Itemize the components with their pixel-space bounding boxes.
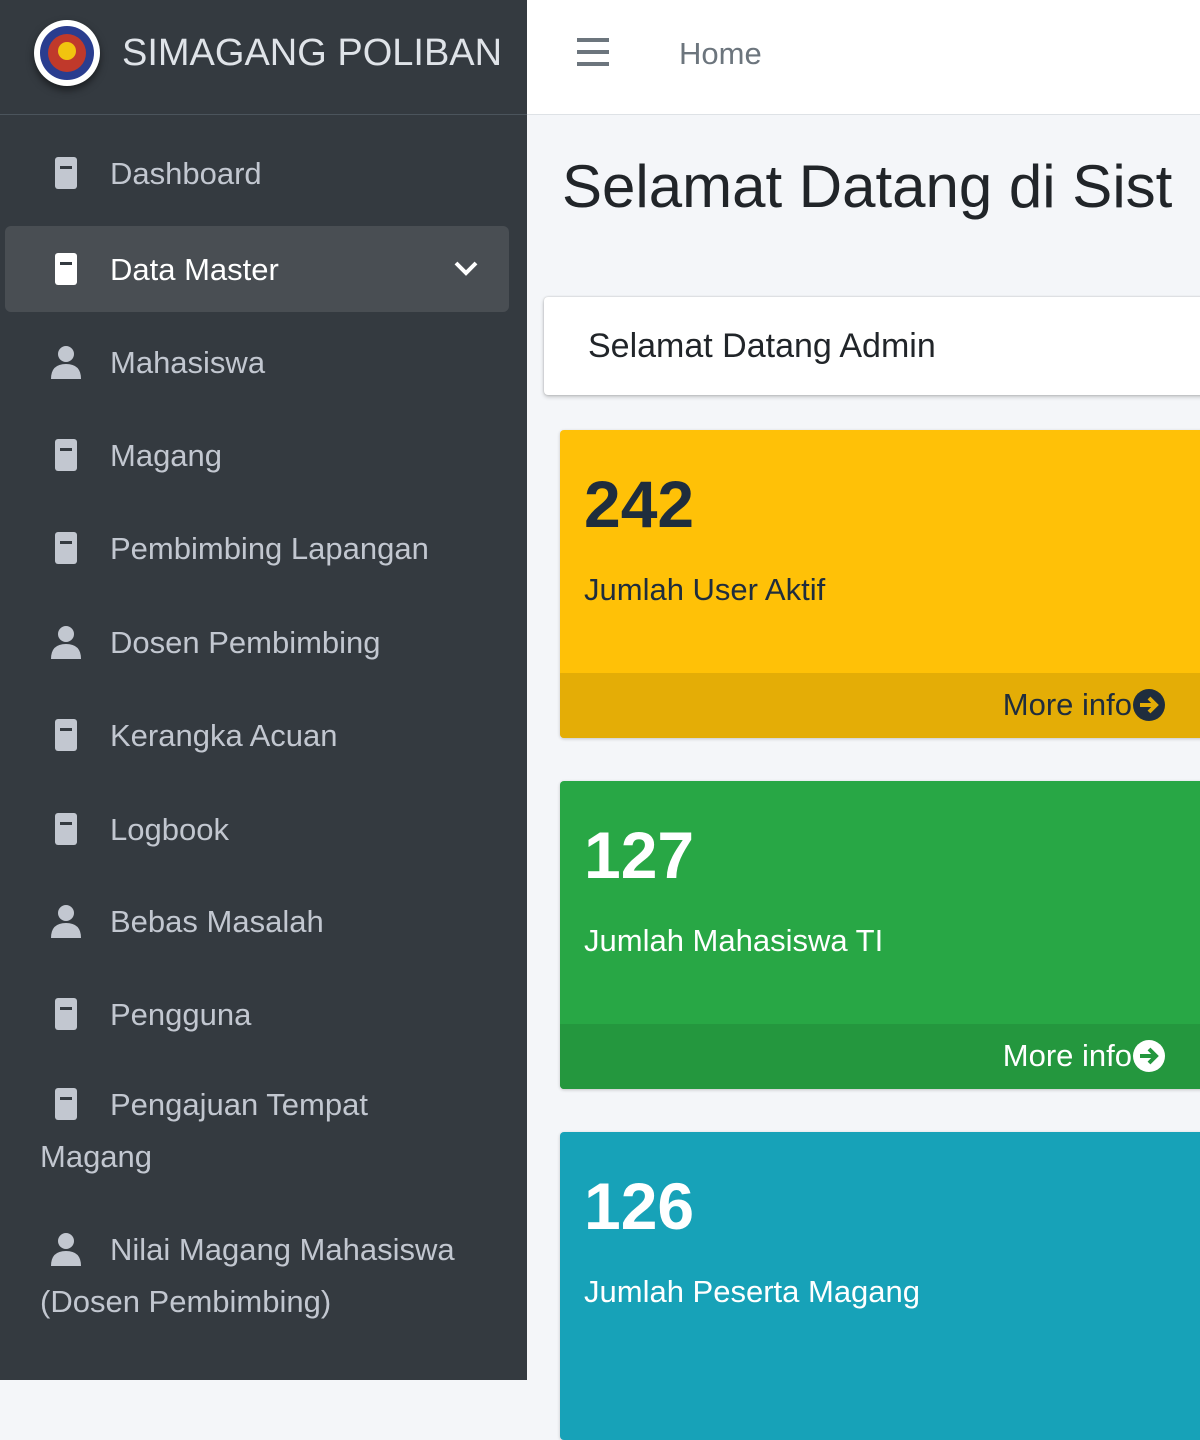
- nav-label: Data Master: [110, 252, 279, 287]
- menu-toggle[interactable]: [577, 38, 611, 66]
- logo: [34, 20, 100, 86]
- brand-bar[interactable]: SIMAGANG POLIBAN: [0, 0, 527, 115]
- nav-icon: [55, 157, 77, 189]
- stat-box: 127 Jumlah Mahasiswa TI More info: [560, 781, 1200, 1089]
- logo-art: [40, 26, 94, 80]
- nav-icon: [55, 253, 77, 285]
- nav-icon: [51, 626, 81, 659]
- nav-icon: [55, 439, 77, 471]
- more-info[interactable]: More info: [1002, 687, 1132, 722]
- nav-icon: [55, 532, 77, 564]
- top-header: Home: [527, 0, 1200, 115]
- stat-value: 126: [584, 1169, 695, 1243]
- stat-box: 242 Jumlah User Aktif More info: [560, 430, 1200, 738]
- nav-item[interactable]: Mahasiswa: [5, 319, 509, 405]
- nav-label: Kerangka Acuan: [110, 718, 338, 753]
- nav-item[interactable]: Bebas Masalah: [5, 878, 509, 964]
- nav-label: Pengajuan Tempat: [110, 1087, 368, 1122]
- more-info[interactable]: More info: [1002, 1038, 1132, 1073]
- welcome-card: Selamat Datang Admin: [544, 297, 1200, 395]
- stat-box: 126 Jumlah Peserta Magang: [560, 1132, 1200, 1440]
- nav-icon: [51, 1233, 81, 1266]
- nav-label: Logbook: [110, 812, 229, 847]
- nav-item[interactable]: Logbook: [5, 786, 509, 872]
- nav-icon: [55, 998, 77, 1030]
- nav-item[interactable]: Pengguna: [5, 971, 509, 1057]
- nav-icon: [51, 346, 81, 379]
- nav-home[interactable]: Home: [679, 36, 762, 71]
- page-title: Selamat Datang di Sist: [562, 153, 1173, 220]
- nav-label: (Dosen Pembimbing): [40, 1284, 332, 1319]
- nav-item[interactable]: Pembimbing Lapangan: [5, 505, 509, 591]
- sidebar: SIMAGANG POLIBAN Dashboard Data Master Mah…: [0, 0, 527, 1380]
- nav-item[interactable]: Dashboard: [5, 130, 509, 216]
- stat-value: 127: [584, 818, 695, 892]
- nav-label: Bebas Masalah: [110, 904, 324, 939]
- nav-item[interactable]: Dosen Pembimbing: [5, 599, 509, 685]
- stat-label: Jumlah Peserta Magang: [584, 1274, 921, 1309]
- stat-footer[interactable]: More info: [560, 673, 1200, 738]
- stat-label: Jumlah User Aktif: [584, 572, 826, 607]
- nav-item[interactable]: Nilai Magang Mahasiswa (Dosen Pembimbing): [5, 1210, 509, 1354]
- arrow-icon: [1133, 689, 1165, 721]
- nav-icon: [55, 1088, 77, 1120]
- stat-footer[interactable]: More info: [560, 1024, 1200, 1089]
- nav-item[interactable]: Kerangka Acuan: [5, 692, 509, 778]
- arrow-icon: [1133, 1040, 1165, 1072]
- nav-label: Pembimbing Lapangan: [110, 531, 429, 566]
- nav-item[interactable]: Magang: [5, 412, 509, 498]
- nav-label: Magang: [40, 1139, 153, 1174]
- nav-label: Dosen Pembimbing: [110, 625, 381, 660]
- nav-icon: [55, 719, 77, 751]
- stat-label: Jumlah Mahasiswa TI: [584, 923, 884, 958]
- nav-icon: [55, 813, 77, 845]
- nav-label: Magang: [110, 438, 223, 473]
- welcome-text: Selamat Datang Admin: [588, 327, 936, 365]
- nav-label: Nilai Magang Mahasiswa: [110, 1232, 455, 1267]
- nav-label: Pengguna: [110, 997, 252, 1032]
- nav-label: Mahasiswa: [110, 345, 266, 380]
- expand-arrow[interactable]: [453, 259, 479, 279]
- nav-item[interactable]: Pengajuan Tempat Magang: [5, 1065, 509, 1209]
- nav-item[interactable]: Data Master: [5, 226, 509, 312]
- nav-icon: [51, 905, 81, 938]
- stat-value: 242: [584, 467, 695, 541]
- nav-label: Dashboard: [110, 156, 262, 191]
- brand-text: SIMAGANG POLIBAN: [122, 32, 503, 74]
